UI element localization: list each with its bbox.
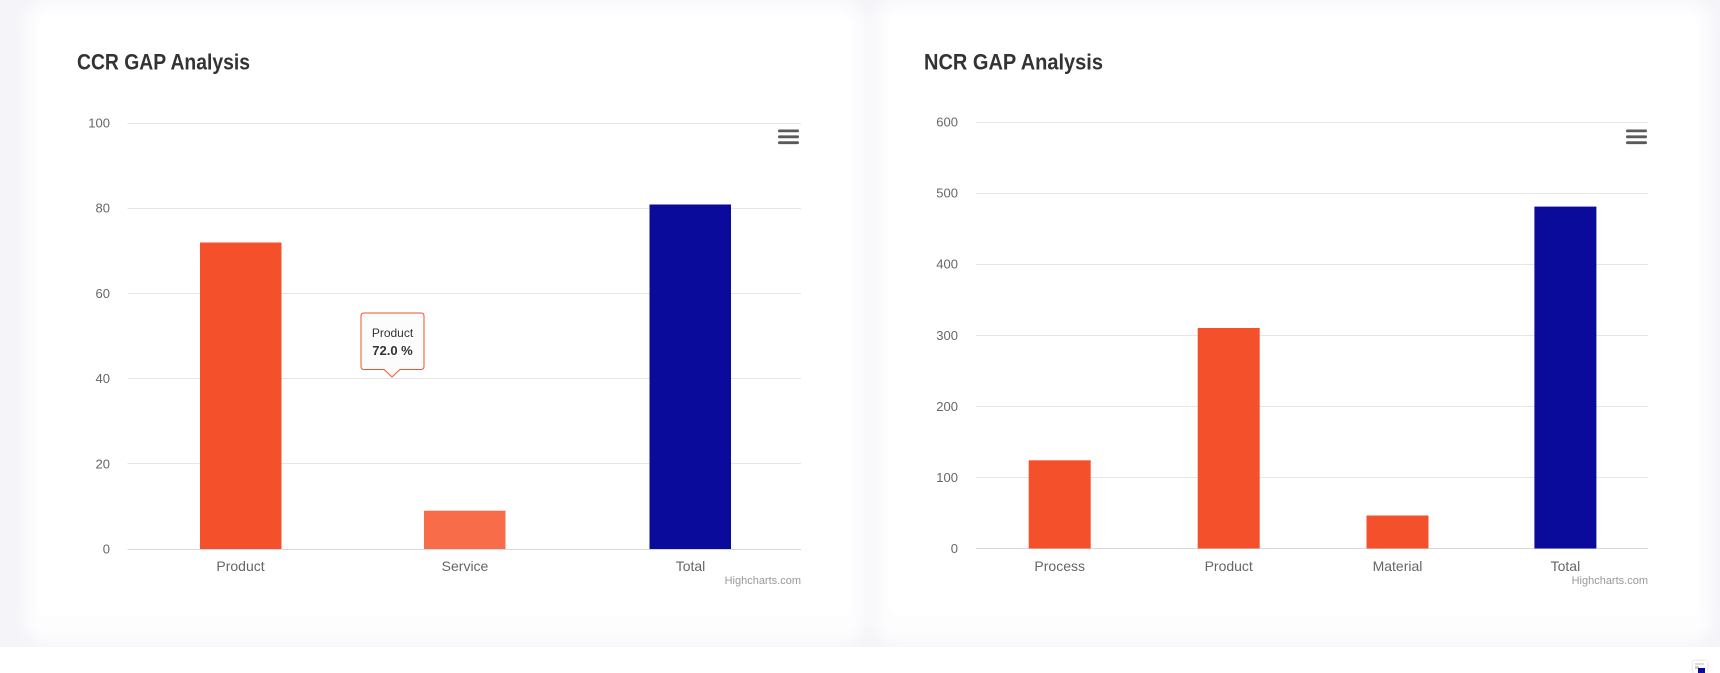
- svg-text:72.0 %: 72.0 %: [372, 343, 413, 358]
- svg-text:600: 600: [936, 115, 958, 130]
- svg-text:Product: Product: [216, 558, 264, 574]
- svg-text:Highcharts.com: Highcharts.com: [725, 575, 801, 587]
- svg-text:Product: Product: [1205, 558, 1253, 574]
- svg-text:Material: Material: [1373, 558, 1423, 574]
- svg-text:Service: Service: [442, 558, 489, 574]
- svg-text:20: 20: [96, 456, 110, 471]
- svg-text:100: 100: [88, 116, 110, 131]
- svg-text:Highcharts.com: Highcharts.com: [1572, 575, 1648, 587]
- svg-text:0: 0: [951, 541, 958, 556]
- svg-text:Total: Total: [1551, 558, 1581, 574]
- svg-text:60: 60: [96, 286, 110, 301]
- svg-text:80: 80: [96, 201, 110, 216]
- svg-text:Process: Process: [1034, 558, 1085, 574]
- svg-text:100: 100: [936, 470, 958, 485]
- svg-text:CCR GAP Analysis: CCR GAP Analysis: [77, 50, 250, 75]
- svg-text:400: 400: [936, 257, 958, 272]
- svg-text:500: 500: [936, 186, 958, 201]
- svg-text:40: 40: [96, 371, 110, 386]
- svg-text:200: 200: [936, 399, 958, 414]
- svg-text:NCR GAP Analysis: NCR GAP Analysis: [924, 50, 1103, 75]
- svg-text:300: 300: [936, 328, 958, 343]
- svg-text:Product: Product: [372, 326, 414, 340]
- svg-text:0: 0: [103, 542, 110, 557]
- svg-text:Total: Total: [676, 558, 706, 574]
